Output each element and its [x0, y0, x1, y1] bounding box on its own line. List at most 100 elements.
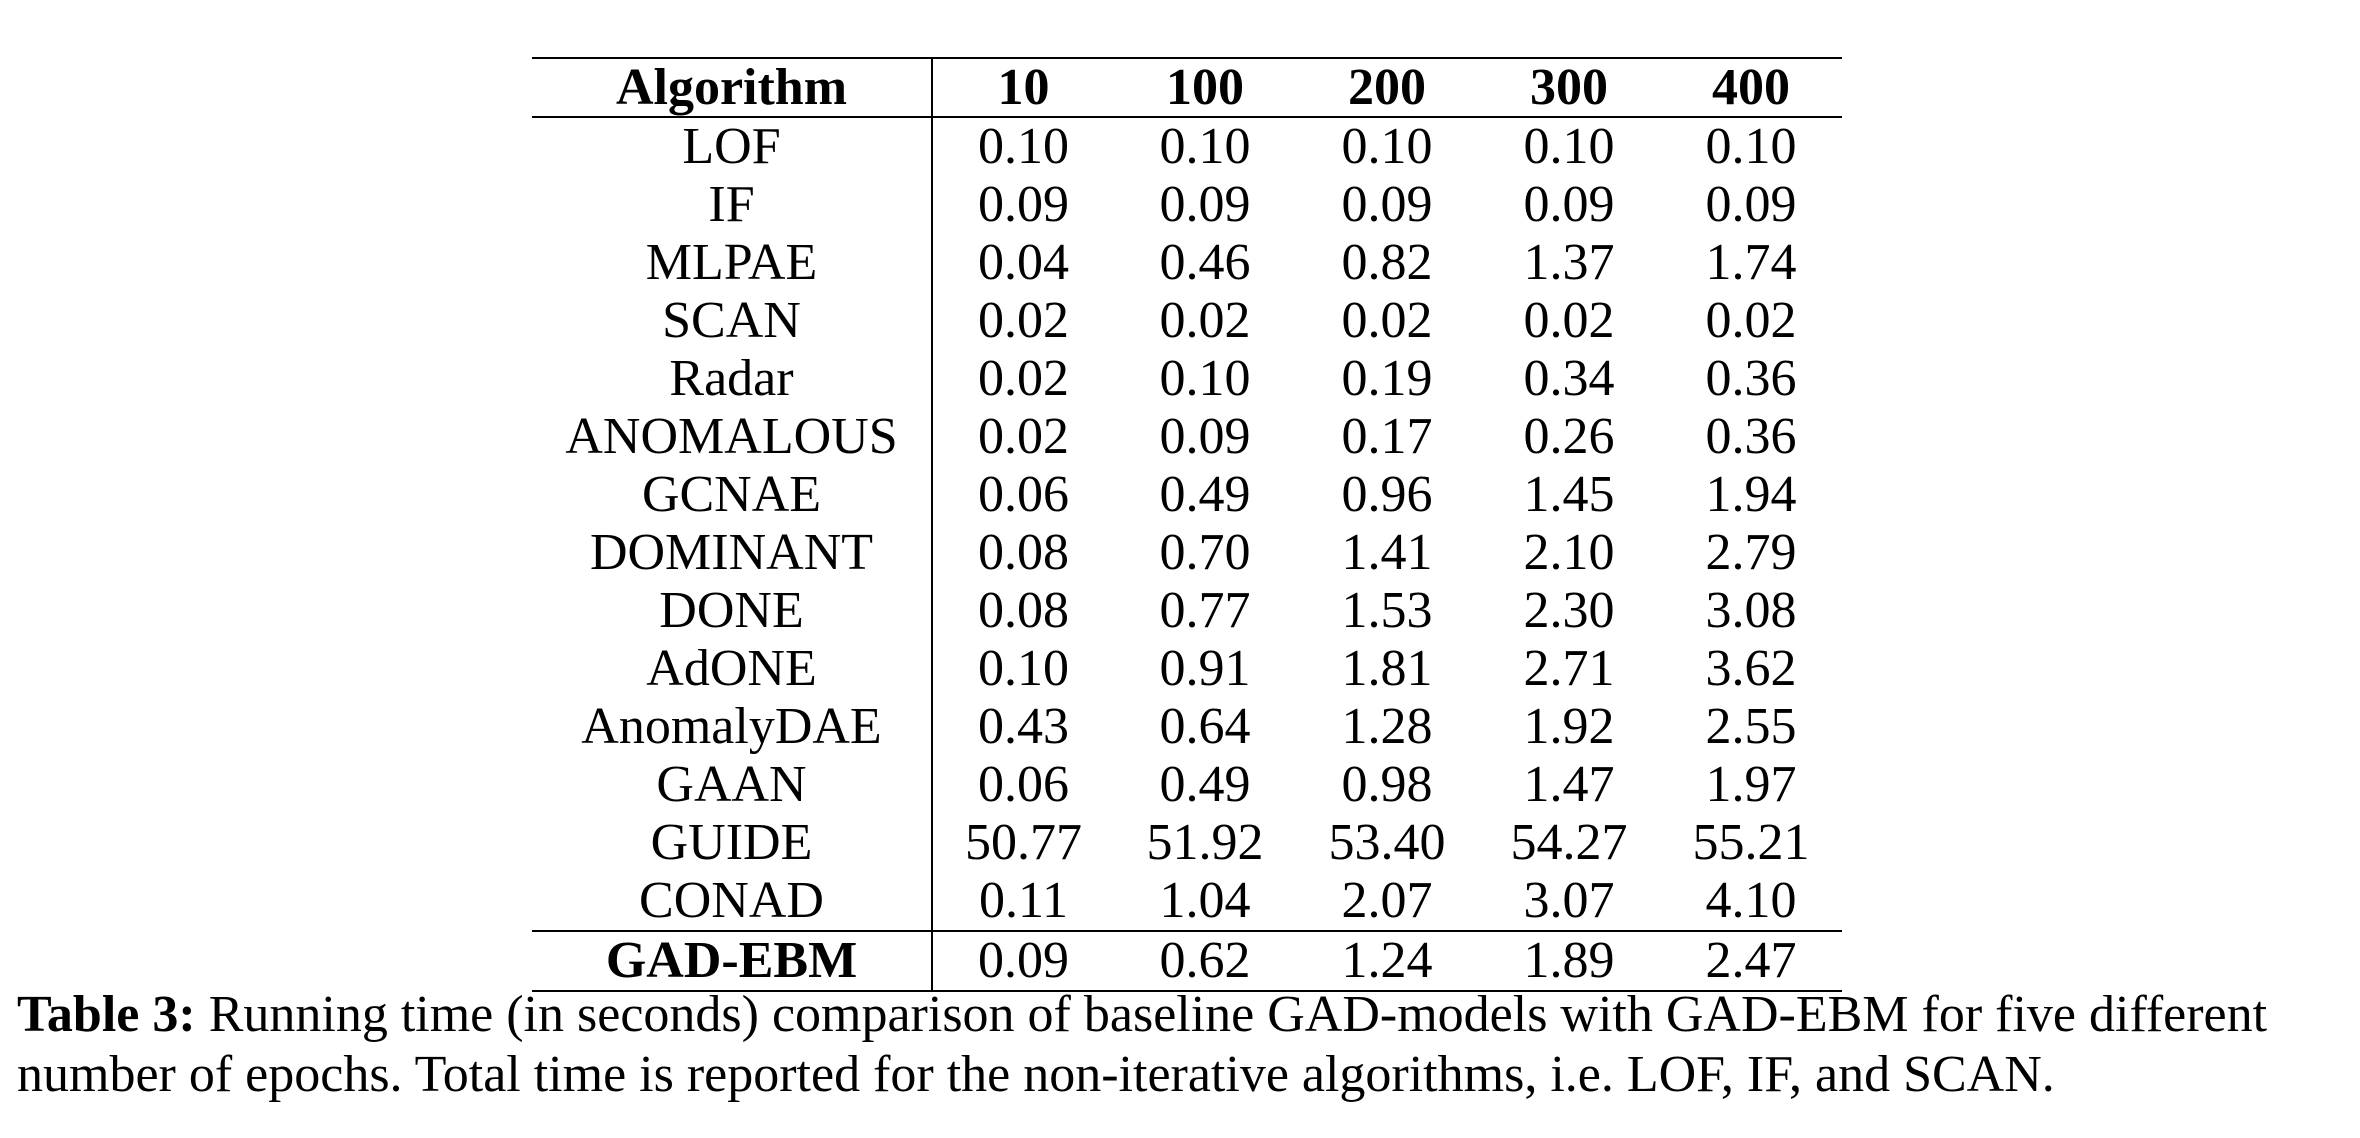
table-cell: 50.77	[965, 814, 1082, 871]
row-algorithm-name: GUIDE	[532, 814, 933, 872]
table-cell: 0.49	[1159, 466, 1251, 523]
table-cell: 0.62	[1159, 932, 1251, 989]
row-algorithm-name: IF	[532, 176, 933, 234]
header-epochs-400: 400	[1712, 59, 1790, 116]
table-cell: 0.02	[978, 292, 1069, 349]
table-cell: 0.70	[1159, 524, 1251, 581]
row-algorithm-name: AdONE	[532, 640, 933, 698]
table-cell: 0.04	[978, 234, 1069, 291]
table-cell: 1.81	[1341, 640, 1433, 697]
row-algorithm-name: ANOMALOUS	[532, 408, 933, 466]
row-algorithm-name: AnomalyDAE	[532, 698, 933, 756]
table-cell: 0.02	[1159, 292, 1251, 349]
header-algorithm: Algorithm	[532, 58, 933, 117]
table-cell: 0.08	[978, 524, 1069, 581]
table-row: LOF 0.10 0.10 0.10 0.10 0.10	[532, 117, 1842, 176]
table-cell: 0.02	[1523, 292, 1615, 349]
table-cell: 0.49	[1159, 756, 1251, 813]
table-cell: 51.92	[1146, 814, 1264, 871]
table-cell: 0.09	[1159, 176, 1251, 233]
table-cell: 0.64	[1159, 698, 1251, 755]
table-cell: 3.62	[1705, 640, 1797, 697]
table-cell: 1.37	[1523, 234, 1615, 291]
table-cell: 0.10	[978, 640, 1069, 697]
header-epochs-10: 10	[997, 59, 1050, 116]
table-cell: 0.09	[1523, 176, 1615, 233]
row-algorithm-name: Radar	[532, 350, 933, 408]
table-row: GUIDE 50.77 51.92 53.40 54.27 55.21	[532, 814, 1842, 872]
table-row: IF 0.09 0.09 0.09 0.09 0.09	[532, 176, 1842, 234]
header-row: Algorithm 10 100 200 300 400	[532, 58, 1842, 117]
table-cell: 53.40	[1328, 814, 1446, 871]
table-cell: 0.10	[1523, 118, 1615, 175]
table-header: Algorithm 10 100 200 300 400	[532, 58, 1842, 117]
table-cell: 1.92	[1523, 698, 1615, 755]
header-epochs-200: 200	[1348, 59, 1426, 116]
table-cell: 0.09	[1341, 176, 1433, 233]
table-row: GCNAE 0.06 0.49 0.96 1.45 1.94	[532, 466, 1842, 524]
table-cell: 3.08	[1705, 582, 1797, 639]
table-row: CONAD 0.11 1.04 2.07 3.07 4.10	[532, 872, 1842, 931]
table-caption: Table 3: Running time (in seconds) compa…	[17, 985, 2347, 1105]
table-cell: 55.21	[1692, 814, 1810, 871]
table-cell: 0.91	[1159, 640, 1251, 697]
table-cell: 0.02	[1341, 292, 1433, 349]
table-row: GAAN 0.06 0.49 0.98 1.47 1.97	[532, 756, 1842, 814]
table-cell: 0.06	[978, 466, 1069, 523]
table-cell: 1.97	[1705, 756, 1797, 813]
table-cell: 0.11	[978, 872, 1069, 929]
table-cell: 0.26	[1523, 408, 1615, 465]
row-algorithm-name: MLPAE	[532, 234, 933, 292]
table-cell: 0.34	[1523, 350, 1615, 407]
table-cell: 0.10	[1159, 118, 1251, 175]
table-cell: 2.55	[1705, 698, 1797, 755]
table-cell: 2.07	[1341, 872, 1433, 929]
results-table-container: Algorithm 10 100 200 300 400 LOF 0.10 0.…	[532, 57, 1842, 992]
header-epochs-100: 100	[1166, 59, 1244, 116]
table-cell: 0.09	[1705, 176, 1797, 233]
table-cell: 0.82	[1341, 234, 1433, 291]
table-cell: 1.89	[1523, 932, 1615, 989]
row-algorithm-name: CONAD	[532, 872, 933, 931]
table-row: DONE 0.08 0.77 1.53 2.30 3.08	[532, 582, 1842, 640]
table-cell: 2.47	[1705, 932, 1797, 989]
table-cell: 0.43	[978, 698, 1069, 755]
header-epochs-300: 300	[1530, 59, 1608, 116]
table-cell: 1.53	[1341, 582, 1433, 639]
table-cell: 0.10	[1341, 118, 1433, 175]
table-row-ours: GAD-EBM 0.09 0.62 1.24 1.89 2.47	[532, 931, 1842, 991]
table-cell: 4.10	[1705, 872, 1797, 929]
table-cell: 2.79	[1705, 524, 1797, 581]
table-cell: 3.07	[1523, 872, 1615, 929]
row-algorithm-name: DOMINANT	[532, 524, 933, 582]
table-row: AdONE 0.10 0.91 1.81 2.71 3.62	[532, 640, 1842, 698]
table-body: LOF 0.10 0.10 0.10 0.10 0.10 IF 0.09 0.0…	[532, 117, 1842, 991]
table-cell: 1.45	[1523, 466, 1615, 523]
row-algorithm-name: LOF	[532, 117, 933, 176]
table-row: Radar 0.02 0.10 0.19 0.34 0.36	[532, 350, 1842, 408]
table-cell: 1.74	[1705, 234, 1797, 291]
table-cell: 2.10	[1523, 524, 1615, 581]
table-cell: 0.06	[978, 756, 1069, 813]
table-row: SCAN 0.02 0.02 0.02 0.02 0.02	[532, 292, 1842, 350]
table-cell: 1.41	[1341, 524, 1433, 581]
table-cell: 1.24	[1341, 932, 1433, 989]
table-cell: 0.19	[1341, 350, 1433, 407]
row-algorithm-name-ours: GAD-EBM	[532, 931, 933, 991]
table-cell: 0.36	[1705, 350, 1797, 407]
running-time-table: Algorithm 10 100 200 300 400 LOF 0.10 0.…	[532, 57, 1842, 992]
table-cell: 1.47	[1523, 756, 1615, 813]
row-algorithm-name: GCNAE	[532, 466, 933, 524]
table-cell: 0.08	[978, 582, 1069, 639]
table-cell: 0.10	[1159, 350, 1251, 407]
table-row: AnomalyDAE 0.43 0.64 1.28 1.92 2.55	[532, 698, 1842, 756]
row-algorithm-name: SCAN	[532, 292, 933, 350]
table-cell: 0.46	[1159, 234, 1251, 291]
table-cell: 0.09	[1159, 408, 1251, 465]
caption-label: Table 3:	[17, 986, 196, 1043]
table-cell: 0.17	[1341, 408, 1433, 465]
table-cell: 0.02	[1705, 292, 1797, 349]
table-cell: 0.36	[1705, 408, 1797, 465]
table-cell: 0.09	[978, 932, 1069, 989]
row-algorithm-name: GAAN	[532, 756, 933, 814]
